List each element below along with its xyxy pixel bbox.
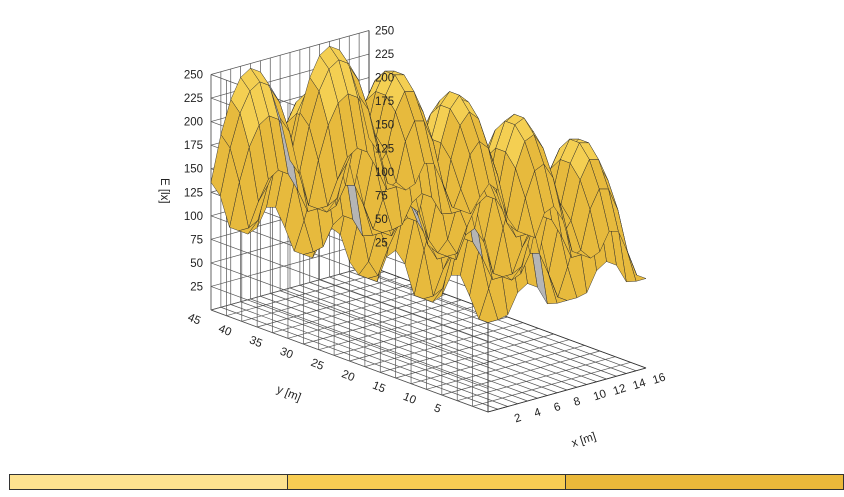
z-tick-label-left: 125 bbox=[184, 187, 203, 199]
color-scale-bar bbox=[9, 474, 844, 490]
x-tick-label: 12 bbox=[612, 382, 628, 397]
z-tick-label-left: 225 bbox=[184, 93, 203, 105]
grid-line bbox=[457, 356, 616, 402]
grid-line bbox=[349, 316, 508, 362]
grid-line bbox=[210, 262, 489, 366]
color-scale-segment bbox=[9, 474, 288, 490]
y-axis-label: y [m] bbox=[275, 384, 303, 404]
grid-line bbox=[395, 333, 554, 379]
surface-plot: 2 4 6 8 10 12 14 16 5 10 15 20 25 30 35 40 45 25 50 75 100 12… bbox=[158, 26, 667, 450]
tick-labels: 2 4 6 8 10 12 14 16 5 10 15 20 25 30 35 40 45 25 50 75 100 12… bbox=[184, 26, 667, 426]
color-scale-segment bbox=[287, 474, 566, 490]
color-scale-segment bbox=[565, 474, 844, 490]
z-tick-label-right: 100 bbox=[375, 167, 394, 179]
grid-line bbox=[334, 310, 493, 356]
z-tick-label-right: 175 bbox=[375, 96, 394, 108]
grid-line bbox=[210, 239, 489, 342]
grid-line bbox=[426, 344, 585, 390]
z-tick-label-right: 150 bbox=[375, 120, 394, 132]
x-tick-label: 16 bbox=[651, 371, 667, 386]
grid-line bbox=[380, 327, 539, 373]
grid-line bbox=[257, 282, 416, 328]
grid-line bbox=[287, 293, 447, 339]
grid-line bbox=[318, 305, 477, 351]
axis-line bbox=[487, 367, 647, 413]
x-tick-label: 2 bbox=[513, 412, 523, 425]
grid-line bbox=[364, 322, 523, 368]
z-tick-label-right: 75 bbox=[375, 190, 388, 202]
grid-line bbox=[210, 286, 489, 389]
surface-facet bbox=[210, 133, 231, 197]
grid-line bbox=[210, 265, 370, 311]
y-tick-label: 20 bbox=[340, 368, 356, 384]
z-axis-label: E [lx] bbox=[158, 178, 170, 204]
z-tick-label-left: 250 bbox=[184, 70, 203, 82]
x-tick-label: 14 bbox=[632, 377, 648, 393]
z-tick-label-right: 50 bbox=[375, 214, 388, 226]
z-tick-label-left: 100 bbox=[184, 211, 203, 223]
z-tick-label-left: 175 bbox=[184, 140, 203, 152]
illuminance-surface bbox=[210, 45, 647, 323]
y-tick-label: 25 bbox=[309, 357, 325, 373]
x-axis-label: x [m] bbox=[570, 431, 597, 450]
z-tick-label-right: 125 bbox=[375, 143, 394, 155]
x-tick-label: 10 bbox=[592, 388, 608, 403]
x-tick-label: 4 bbox=[533, 406, 543, 420]
y-tick-label: 15 bbox=[371, 380, 387, 396]
grid-line bbox=[210, 242, 370, 287]
z-tick-label-left: 200 bbox=[184, 117, 203, 129]
z-tick-label-right: 225 bbox=[375, 49, 394, 61]
grid-line bbox=[472, 361, 631, 407]
grid-line bbox=[441, 350, 600, 396]
grid-line bbox=[210, 30, 370, 75]
grid-line bbox=[210, 215, 489, 319]
y-tick-label: 35 bbox=[247, 334, 263, 350]
grid-line bbox=[410, 339, 570, 385]
grid-line bbox=[303, 299, 462, 345]
grid-line bbox=[272, 288, 431, 334]
z-tick-label-left: 75 bbox=[190, 234, 203, 246]
x-tick-label: 8 bbox=[572, 395, 582, 408]
z-tick-label-right: 250 bbox=[375, 26, 394, 38]
y-tick-label: 40 bbox=[217, 323, 233, 339]
y-tick-label: 5 bbox=[432, 402, 442, 416]
y-tick-label: 30 bbox=[278, 346, 294, 362]
grid-line bbox=[210, 309, 489, 413]
y-tick-label: 45 bbox=[186, 312, 202, 328]
x-tick-label: 6 bbox=[553, 401, 563, 414]
grid-line bbox=[241, 276, 400, 322]
z-tick-label-left: 150 bbox=[184, 164, 203, 176]
z-tick-label-right: 200 bbox=[375, 73, 394, 85]
grid-line bbox=[226, 271, 385, 317]
z-tick-label-left: 50 bbox=[190, 258, 203, 270]
z-tick-label-left: 25 bbox=[190, 281, 203, 293]
y-tick-label: 10 bbox=[401, 391, 417, 407]
z-tick-label-right: 25 bbox=[375, 237, 388, 249]
